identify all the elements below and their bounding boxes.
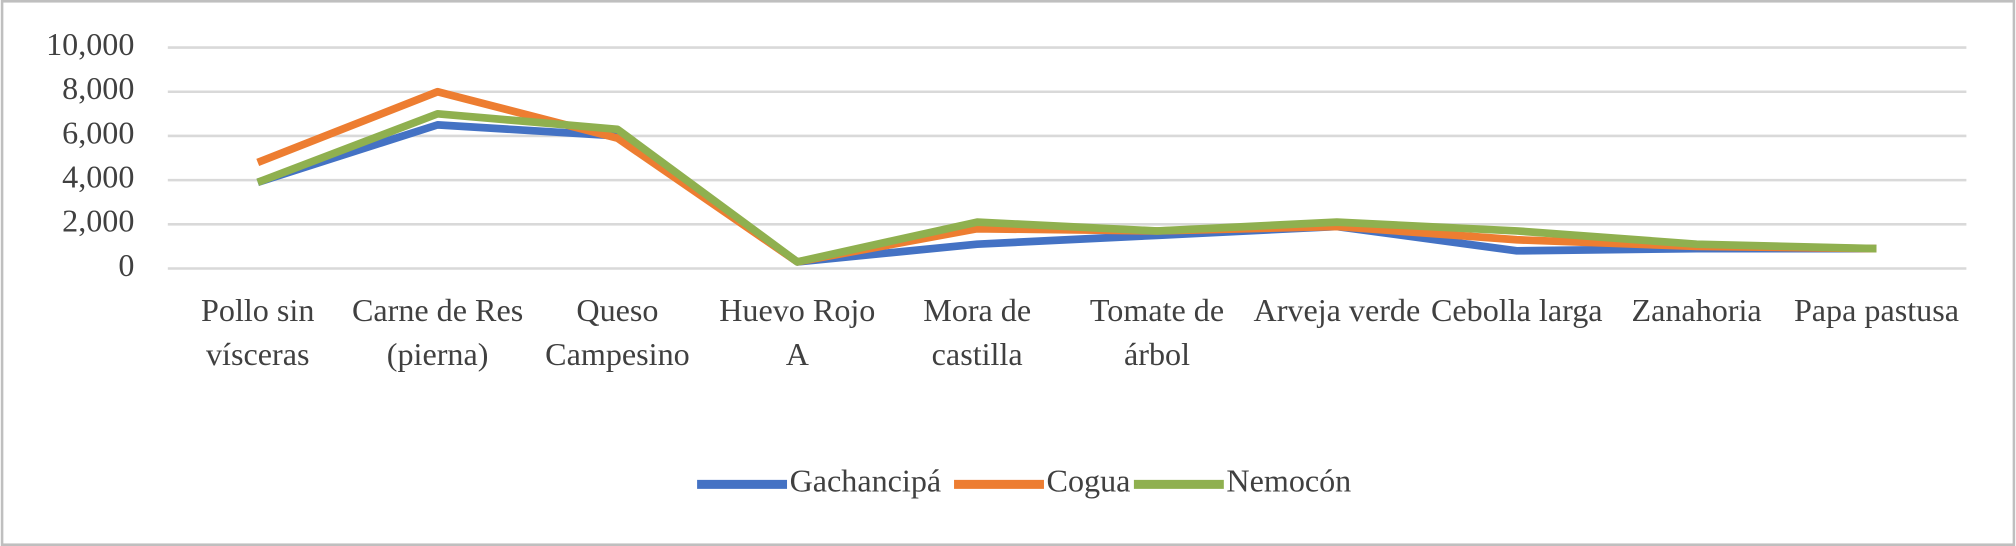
- legend-label: Nemocón: [1226, 463, 1351, 499]
- x-tick-label-box: Mora de castilla: [923, 294, 1032, 373]
- y-tick-label: 2,000: [62, 203, 134, 239]
- y-tick-label: 4,000: [62, 158, 134, 194]
- y-tick-label: 0: [118, 247, 134, 283]
- y-tick-label: 10,000: [46, 26, 134, 62]
- x-tick-label-box: Papa pastusa: [1793, 294, 1959, 329]
- x-tick-label-box: Zanahoria: [1631, 294, 1762, 329]
- x-tick-label-box: Cebolla larga: [1430, 294, 1603, 329]
- x-tick-label-box: Huevo Rojo A: [719, 294, 876, 373]
- x-tick-label: Cebolla larga: [1430, 294, 1603, 329]
- x-tick-label-box: Pollo sin vísceras: [201, 294, 315, 373]
- x-tick-label: Zanahoria: [1631, 294, 1762, 329]
- y-tick-label: 8,000: [62, 70, 134, 106]
- x-tick-label: Arveja verde: [1253, 294, 1421, 329]
- x-tick-label-box: Carne de Res (pierna): [351, 294, 524, 373]
- x-tick-label-box: Tomate de árbol: [1089, 294, 1225, 373]
- legend-label: Cogua: [1047, 463, 1131, 499]
- x-tick-label: Papa pastusa: [1793, 294, 1959, 329]
- x-tick-label-box: Queso Campesino: [545, 294, 690, 373]
- series-line: [256, 121, 1877, 266]
- x-tick-label: Pollo sin vísceras: [201, 294, 315, 373]
- x-tick-label: Carne de Res (pierna): [351, 294, 524, 373]
- x-tick-label: Tomate de árbol: [1089, 294, 1225, 373]
- x-tick-label: Huevo Rojo A: [719, 294, 876, 373]
- series-line: [256, 109, 1877, 266]
- x-tick-label-box: Arveja verde: [1253, 294, 1421, 329]
- x-tick-label: Queso Campesino: [545, 294, 690, 373]
- legend-label: Gachancipá: [790, 463, 942, 499]
- y-tick-label: 6,000: [62, 114, 134, 150]
- x-tick-label: Mora de castilla: [923, 294, 1032, 373]
